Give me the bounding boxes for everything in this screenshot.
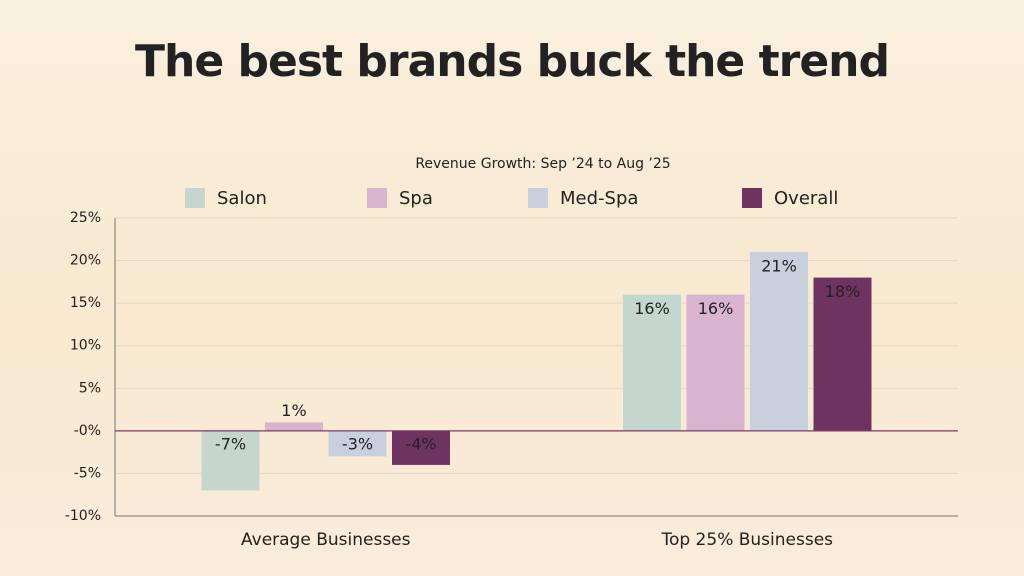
chart-subtitle: Revenue Growth: Sep ’24 to Aug ’25 [415, 156, 670, 172]
legend-label: Med-Spa [560, 188, 638, 209]
y-tick-label: -5% [74, 465, 101, 481]
x-tick-label: Average Businesses [241, 530, 411, 550]
bar [813, 277, 872, 431]
value-label: 21% [761, 257, 797, 276]
value-label: -4% [405, 434, 436, 453]
bar [392, 430, 450, 465]
y-tick-label: -10% [65, 508, 101, 524]
legend-label: Salon [217, 188, 267, 209]
y-tick-label: 5% [79, 380, 101, 396]
value-label: -3% [342, 434, 373, 453]
bar [750, 252, 808, 431]
y-tick-label: 20% [70, 253, 101, 269]
chart-title: The best brands buck the trend [135, 36, 889, 87]
legend-swatch [528, 188, 548, 208]
y-tick-label: 15% [70, 295, 101, 311]
value-label: 1% [281, 401, 306, 420]
bar [265, 422, 323, 431]
bar [686, 294, 745, 431]
value-label: 18% [825, 282, 861, 301]
x-tick-label: Top 25% Businesses [660, 530, 833, 550]
y-tick-label: 25% [70, 210, 101, 226]
y-tick-label: 10% [70, 338, 101, 354]
bar [201, 430, 260, 491]
bar [328, 430, 387, 457]
value-label: -7% [215, 434, 246, 453]
legend-swatch [742, 188, 762, 208]
legend-swatch [367, 188, 387, 208]
bar [623, 294, 681, 431]
value-label: 16% [634, 299, 670, 318]
y-tick-label: -0% [74, 423, 101, 439]
value-label: 16% [698, 299, 734, 318]
legend-label: Overall [774, 188, 838, 209]
legend-swatch [185, 188, 205, 208]
legend-label: Spa [399, 188, 433, 209]
